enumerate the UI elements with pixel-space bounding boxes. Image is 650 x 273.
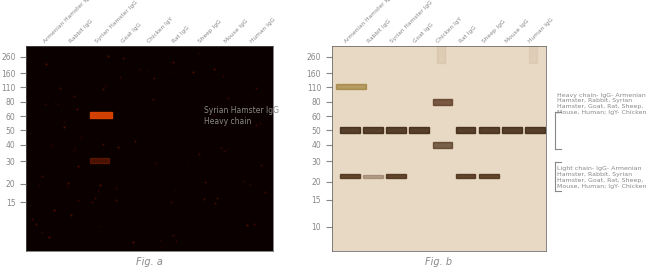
Bar (478, 174, 499, 179)
Text: Mouse IgG: Mouse IgG (224, 19, 250, 44)
Bar (437, 12, 445, 63)
Bar (386, 174, 406, 179)
Text: Fig. a: Fig. a (136, 257, 163, 268)
Text: Fig. b: Fig. b (425, 257, 452, 268)
Bar (432, 99, 452, 105)
Text: Syrian Hamster IgG
Heavy chain: Syrian Hamster IgG Heavy chain (204, 106, 279, 126)
Bar (363, 175, 383, 179)
Text: Goat IgG: Goat IgG (412, 22, 434, 44)
Bar (336, 84, 366, 90)
Text: Goat IgG: Goat IgG (120, 22, 142, 44)
Text: Human IgG: Human IgG (527, 17, 554, 44)
Bar (529, 12, 538, 63)
Bar (341, 174, 360, 179)
Bar (90, 111, 112, 118)
Text: Sheep IgG: Sheep IgG (482, 19, 506, 44)
Text: Rabbit IgG: Rabbit IgG (366, 19, 391, 44)
Text: Syrian Hamster IgG: Syrian Hamster IgG (94, 0, 138, 44)
Bar (410, 127, 430, 133)
Bar (432, 142, 452, 148)
Text: Rabbit IgG: Rabbit IgG (68, 19, 94, 44)
Bar (341, 127, 360, 133)
Text: Sheep IgG: Sheep IgG (198, 19, 223, 44)
Text: Heavy chain- IgG- Armenian
Hamster, Rabbit, Syrian
Hamster, Goat, Rat, Sheep,
Mo: Heavy chain- IgG- Armenian Hamster, Rabb… (557, 93, 647, 115)
Text: Armenian Hamster IgG: Armenian Hamster IgG (343, 0, 395, 44)
Text: Mouse IgG: Mouse IgG (504, 19, 530, 44)
Text: Light chain- IgG- Armenian
Hamster, Rabbit, Syrian
Hamster, Goat, Rat, Sheep,
Mo: Light chain- IgG- Armenian Hamster, Rabb… (557, 166, 647, 189)
Text: Rat IgG: Rat IgG (172, 25, 191, 44)
Text: Syrian Hamster IgG: Syrian Hamster IgG (389, 0, 434, 44)
Text: Armenian Hamster IgG: Armenian Hamster IgG (42, 0, 94, 44)
Text: Rat IgG: Rat IgG (458, 25, 477, 44)
Bar (386, 127, 406, 133)
Bar (363, 127, 383, 133)
Bar (456, 127, 476, 133)
Text: Chicken IgY: Chicken IgY (436, 17, 463, 44)
Bar (456, 174, 476, 179)
Text: Chicken IgY: Chicken IgY (146, 17, 174, 44)
Bar (478, 127, 499, 133)
Bar (525, 127, 545, 133)
Bar (502, 127, 521, 133)
Bar (90, 158, 109, 163)
Text: Human IgG: Human IgG (250, 17, 277, 44)
